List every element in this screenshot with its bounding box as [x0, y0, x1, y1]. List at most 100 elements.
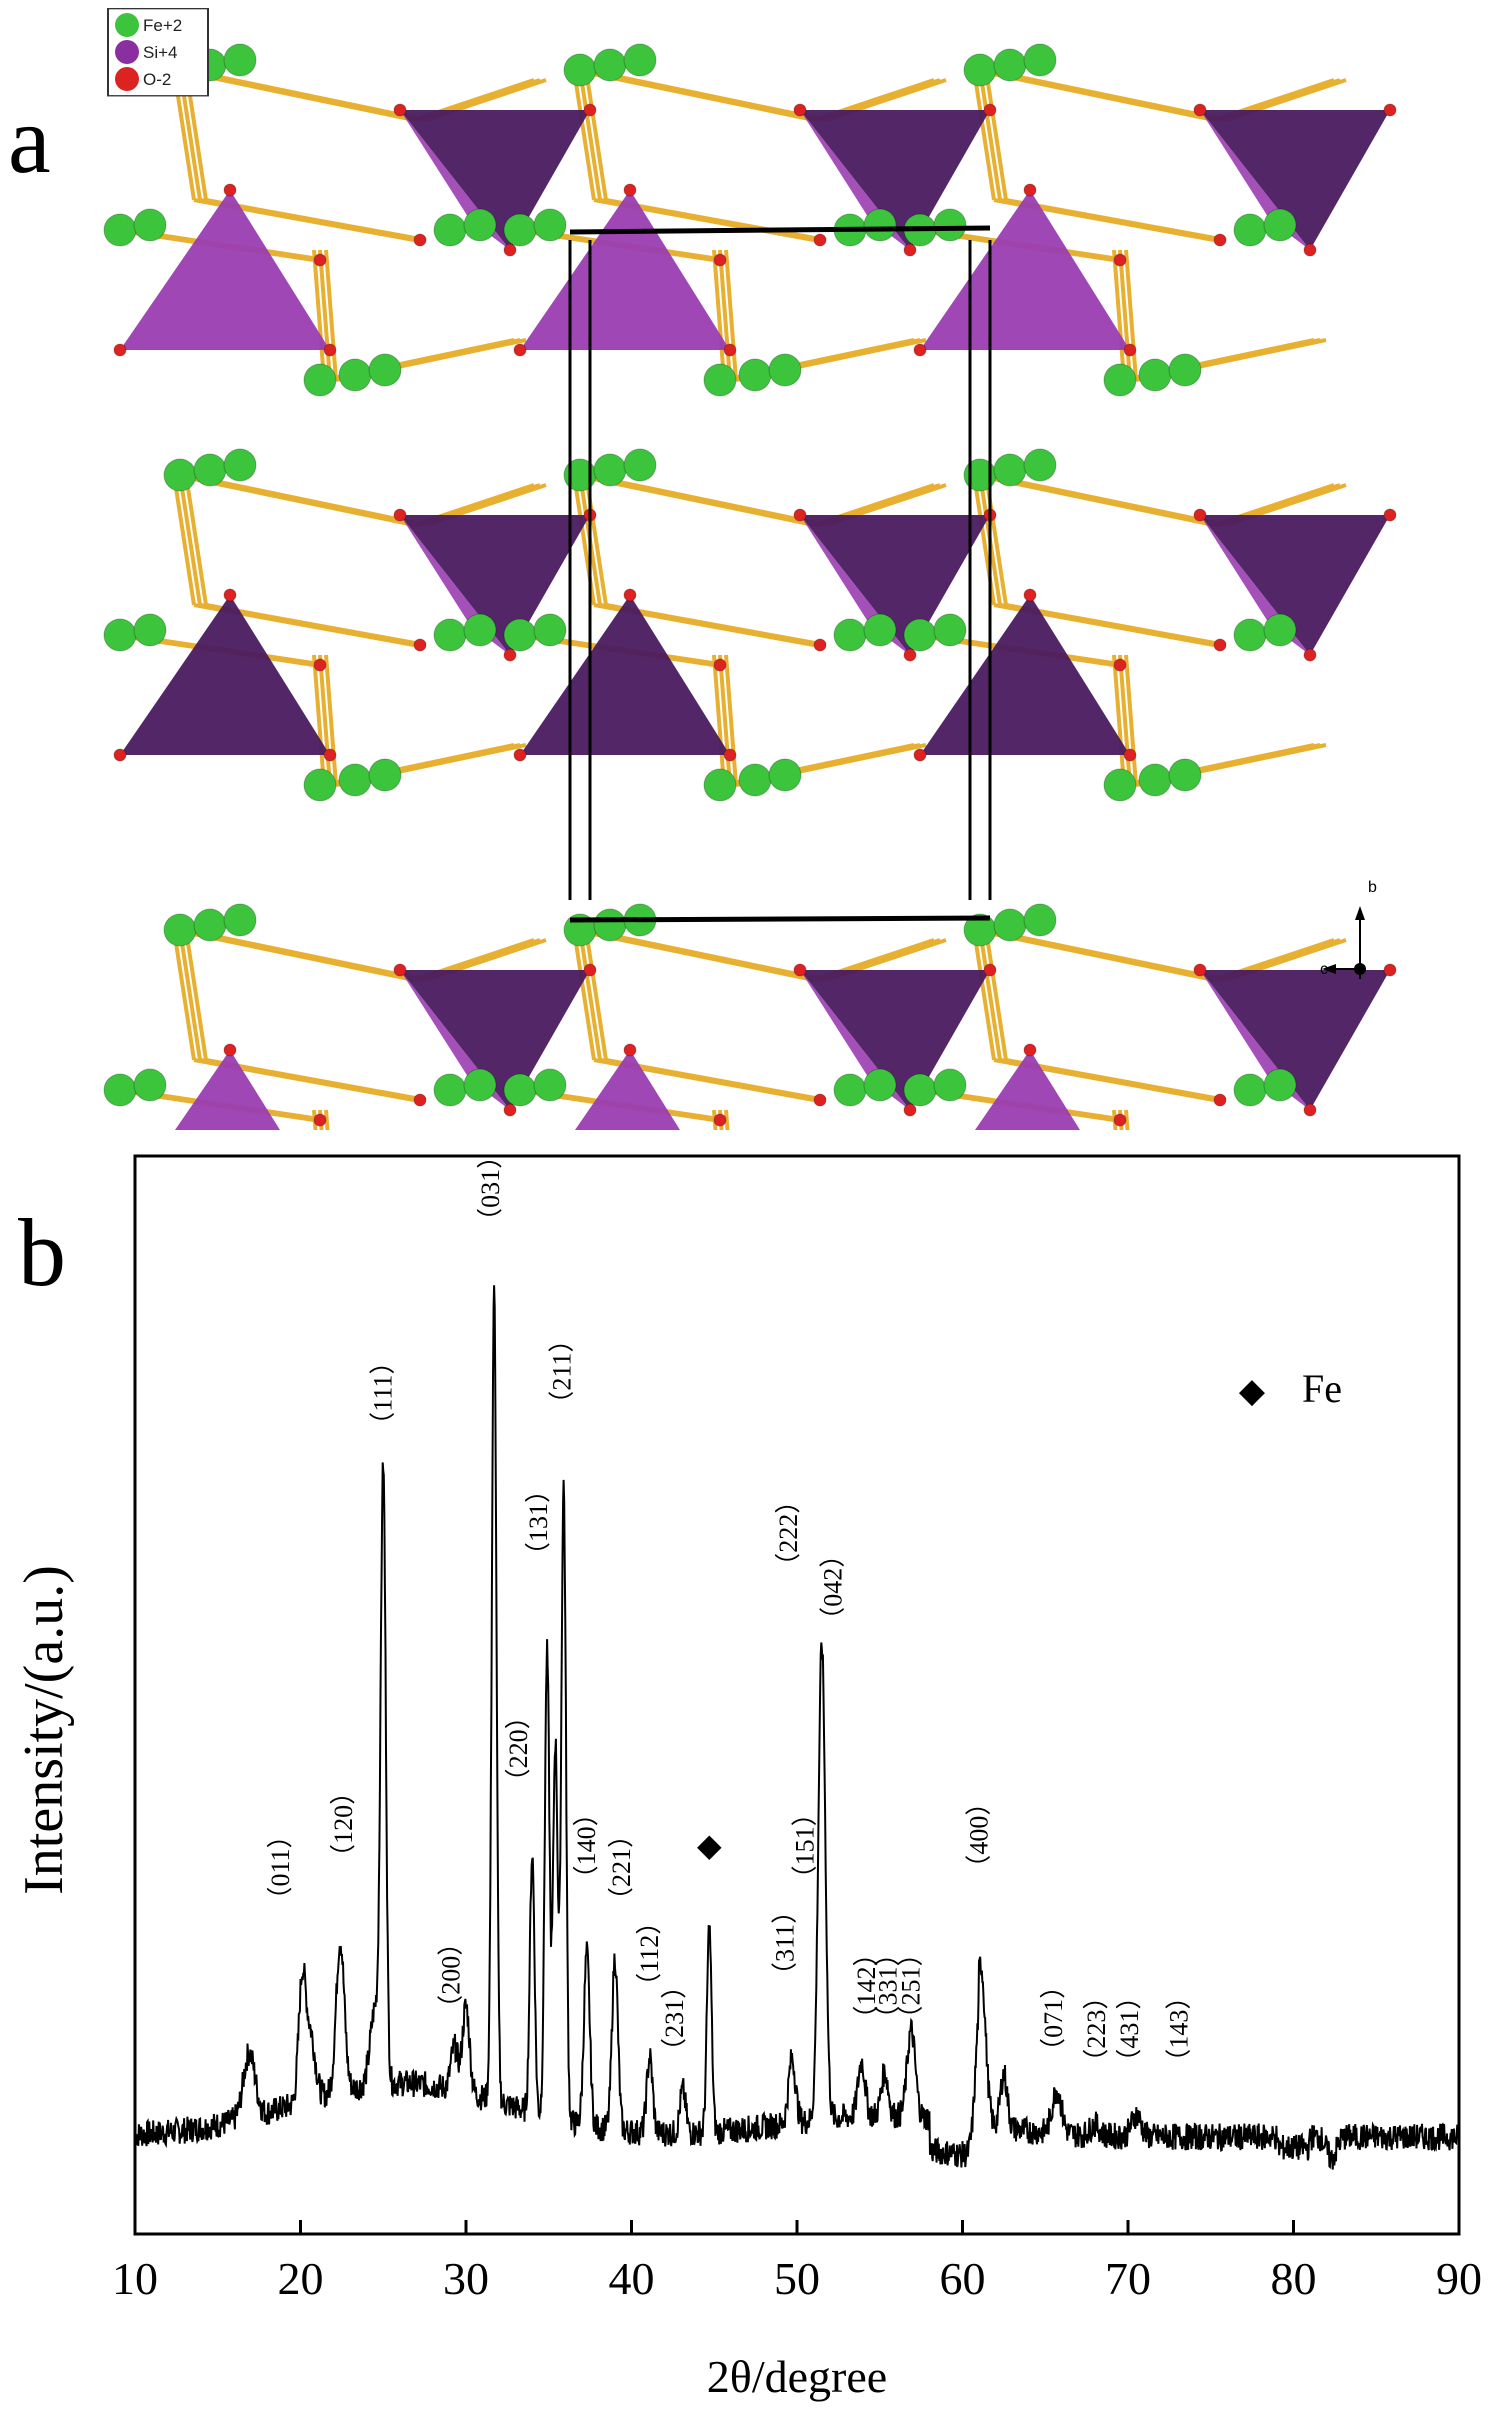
oxygen-atom — [1213, 1093, 1227, 1107]
x-tick-label: 40 — [609, 2253, 655, 2304]
iron-atom — [593, 453, 627, 487]
peak-label: （143） — [1165, 1984, 1194, 2075]
iron-atom — [503, 213, 537, 247]
oxygen-atom — [903, 243, 917, 257]
fe-o-bond — [972, 69, 996, 201]
fe-o-bond — [1124, 654, 1138, 786]
si-legend-swatch — [115, 40, 139, 64]
oxygen-atom — [1123, 343, 1137, 357]
iron-atom — [1233, 1073, 1267, 1107]
fe-o-bond — [605, 603, 827, 647]
peak-label: （211） — [547, 1327, 576, 1417]
peak-label: （222） — [774, 1488, 803, 1579]
fe-o-bond — [205, 603, 427, 647]
fe-o-bond — [178, 474, 202, 606]
peak-label: （071） — [1039, 1973, 1068, 2064]
fe-o-bond — [972, 929, 996, 1061]
oxygen-atom — [903, 648, 917, 662]
x-tick-label: 60 — [940, 2253, 986, 2304]
oxygen-atom — [623, 588, 637, 602]
iron-atom — [738, 358, 772, 392]
peak-label: （221） — [607, 1822, 636, 1913]
oxygen-atom — [983, 103, 997, 117]
oxygen-atom — [503, 1103, 517, 1117]
iron-atom — [738, 763, 772, 797]
fe-o-bond — [585, 928, 827, 982]
iron-atom — [1103, 363, 1137, 397]
iron-atom — [103, 618, 137, 652]
iron-atom — [303, 768, 337, 802]
xrd-pattern-line — [134, 1285, 1460, 2170]
x-axis-ticks: 10 20 30 40 50 60 70 80 90 — [112, 2220, 1482, 2304]
iron-atom — [1263, 613, 1297, 647]
fe-o-bond — [185, 68, 427, 122]
unit-cell-edge — [569, 225, 991, 235]
panel-b-letter: b — [18, 1199, 66, 1306]
fe-o-bond — [1112, 249, 1126, 381]
oxygen-atom — [413, 233, 427, 247]
oxygen-atom — [223, 588, 237, 602]
oxygen-atom — [813, 638, 827, 652]
oxygen-atom — [323, 748, 337, 762]
peak-label: （220） — [504, 1703, 533, 1794]
iron-atom — [933, 1068, 967, 1102]
iron-atom — [1138, 763, 1172, 797]
peak-label: （011） — [266, 1822, 295, 1912]
x-tick-label: 70 — [1105, 2253, 1151, 2304]
peak-label: （223） — [1082, 1984, 1111, 2075]
iron-atom — [338, 358, 372, 392]
fe-o-bond — [318, 249, 332, 381]
peak-label: （431） — [1115, 1984, 1144, 2075]
xrd-chart: 10 20 30 40 50 60 70 80 90 （011） （120）（111）（200）（… — [13, 1143, 1482, 2402]
peak-label: （200） — [436, 1930, 465, 2021]
iron-atom — [768, 353, 802, 387]
fe-o-bond — [724, 249, 738, 381]
oxygen-atom — [1023, 588, 1037, 602]
oxygen-atom — [1383, 103, 1397, 117]
oxygen-atom — [1193, 963, 1207, 977]
iron-atom — [103, 1073, 137, 1107]
fe-o-bond — [718, 249, 732, 381]
oxygen-atom — [413, 1093, 427, 1107]
oxygen-atom — [393, 103, 407, 117]
fe-o-bond — [985, 928, 1227, 982]
peak-label: （142） — [852, 1941, 881, 2032]
iron-atom — [223, 903, 257, 937]
oxygen-atom — [813, 1093, 827, 1107]
oxygen-atom — [1123, 748, 1137, 762]
oxygen-atom — [393, 508, 407, 522]
peak-label: （112） — [635, 1909, 664, 1999]
fe-o-bond — [185, 928, 427, 982]
fe-o-bond — [572, 929, 596, 1061]
oxygen-atom — [513, 748, 527, 762]
fe-o-bond — [978, 929, 1002, 1061]
fe-o-bond — [985, 68, 1227, 122]
tetrahedron-dark — [800, 110, 990, 250]
iron-atom — [768, 758, 802, 792]
oxygen-atom — [793, 963, 807, 977]
iron-atom — [1233, 213, 1267, 247]
fe-o-bond — [172, 929, 196, 1061]
oxygen-atom — [623, 1043, 637, 1057]
iron-atom — [503, 618, 537, 652]
iron-atom — [338, 763, 372, 797]
fe-o-bond — [1005, 603, 1227, 647]
oxygen-atom — [793, 508, 807, 522]
peak-label: （251） — [896, 1941, 925, 2032]
x-tick-label: 10 — [112, 2253, 158, 2304]
tetrahedron-dark — [800, 970, 990, 1110]
legend-fe-label: Fe+2 — [143, 16, 182, 35]
fe-o-bond — [605, 198, 827, 242]
iron-atom — [833, 1073, 867, 1107]
oxygen-atom — [323, 343, 337, 357]
legend-fe-text: Fe — [1302, 1366, 1342, 1411]
iron-atom — [463, 1068, 497, 1102]
tetrahedron-dark — [1200, 970, 1390, 1110]
fe-o-bond — [712, 249, 726, 381]
oxygen-atom — [413, 638, 427, 652]
oxygen-atom — [583, 963, 597, 977]
oxygen-atom — [813, 233, 827, 247]
crystal-structure-panel: a Fe+2 Si+4 O-2 b c — [0, 0, 1497, 1257]
oxygen-atom — [583, 103, 597, 117]
iron-atom — [1023, 43, 1057, 77]
